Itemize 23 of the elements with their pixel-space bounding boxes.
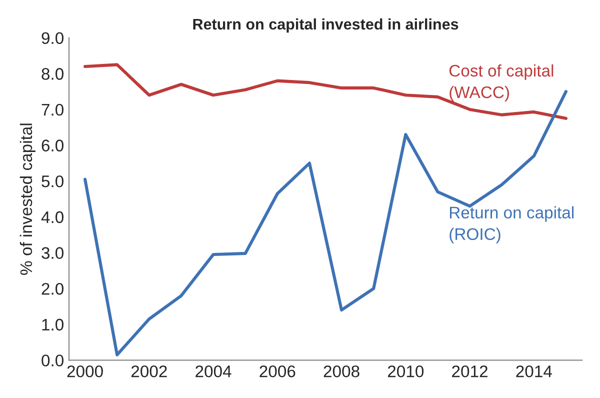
x-tick-label: 2000 <box>67 365 103 378</box>
x-tick-label: 2014 <box>516 365 552 378</box>
x-tick-label: 2010 <box>388 365 424 378</box>
y-tick-label: 5.0 <box>42 175 64 188</box>
y-tick-label: 0.0 <box>42 354 64 366</box>
x-tick-label: 2006 <box>260 365 296 378</box>
x-tick-label: 2004 <box>196 365 232 378</box>
y-tick-label: 7.0 <box>42 104 64 116</box>
series-label: Cost of capital (WACC) <box>449 64 554 102</box>
y-tick-label: 1.0 <box>42 318 64 331</box>
x-tick-label: 2002 <box>131 365 167 378</box>
y-tick-label: 9.0 <box>42 32 64 44</box>
x-tick-label: 2008 <box>324 365 360 378</box>
y-tick-label: 8.0 <box>42 68 64 80</box>
x-tick-label: 2012 <box>452 365 488 378</box>
series-label: Return on capital (ROIC) <box>450 206 574 244</box>
y-tick-label: 2.0 <box>42 282 64 295</box>
y-axis-title: % of invested capital <box>20 124 36 275</box>
y-tick-label: 4.0 <box>41 211 64 224</box>
y-tick-label: 6.0 <box>42 140 64 152</box>
line-series <box>84 63 568 120</box>
y-tick-label: 3.0 <box>42 247 64 259</box>
chart-title: Return on capital invested in airlines <box>193 18 458 33</box>
